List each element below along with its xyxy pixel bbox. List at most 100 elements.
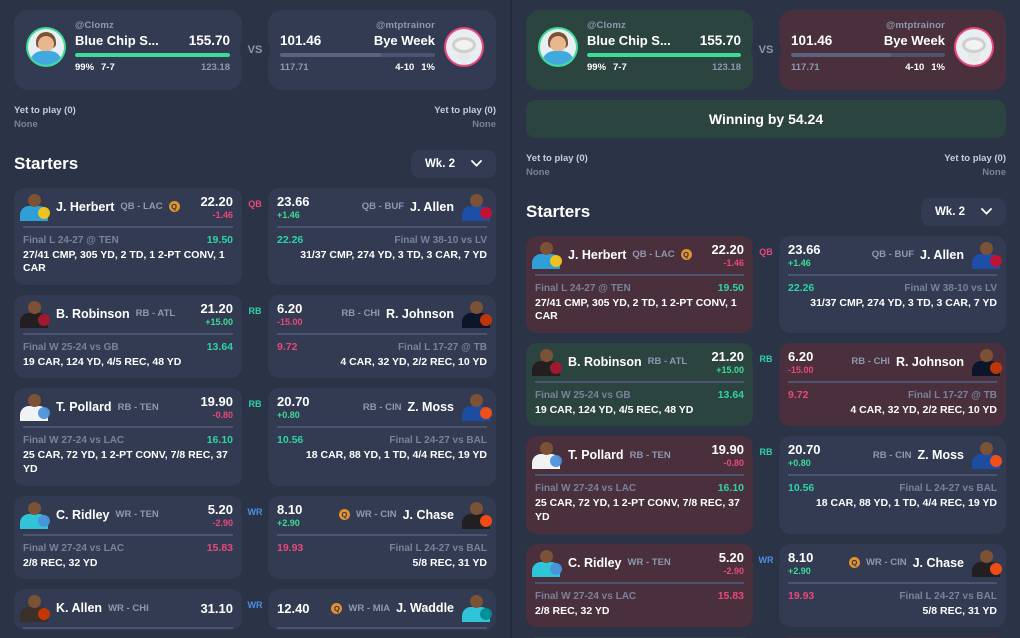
team-card-row: @mtptrainor Bye Week 101.46 1% 4-10 117.71 — [791, 20, 994, 73]
player-name: J. Waddle — [396, 601, 454, 616]
player-score: 5.20 — [207, 501, 233, 517]
player-card[interactable]: J. Chase WR - CIN Q 8.10 +2.90 Final L 24-27 … — [779, 543, 1006, 628]
player-details: Final W 38-10 vs LV 22.26 31/37 CMP, 274 Y… — [779, 276, 1006, 319]
player-stat-line: 27/41 CMP, 305 YD, 2 TD, 1 2-PT CONV, 1 … — [23, 248, 225, 275]
position-badge-QB: QB — [752, 237, 780, 266]
starters-header: Starters Wk. 2 — [526, 197, 1006, 226]
player-card[interactable]: T. Pollard RB - TEN 19.90 -0.80 Final W 27-2… — [14, 388, 242, 486]
player-name: J. Allen — [410, 199, 454, 214]
player-headshot — [531, 241, 562, 269]
win-probability: 1% — [931, 62, 945, 73]
player-game-result: Final W 25-24 vs GB — [23, 341, 119, 353]
player-header: J. Allen QB - BUF 23.66 +1.46 — [268, 188, 496, 226]
player-name: C. Ridley — [568, 555, 622, 570]
player-delta: +15.00 — [716, 364, 744, 375]
position-badge-RB: RB — [241, 390, 269, 419]
player-name-wrap: J. Chase WR - CIN Q — [309, 508, 454, 522]
player-card[interactable]: J. Herbert QB - LAC Q 22.20 -1.46 Final L 24-… — [14, 187, 242, 285]
player-card[interactable]: K. Allen WR - CHI 31.10 — [14, 589, 242, 631]
player-head — [540, 442, 553, 456]
team-projected: 123.18 — [200, 62, 230, 73]
team-handle: @Clomz — [587, 20, 626, 31]
player-name-wrap: J. Allen QB - BUF — [828, 248, 964, 262]
starters-header: Starters Wk. 2 — [14, 149, 496, 178]
team-card-home[interactable]: @Clomz Blue Chip S... 155.70 99% 7-7 123.18 — [14, 10, 242, 90]
player-header: J. Herbert QB - LAC Q 22.20 -1.46 — [14, 188, 242, 226]
player-head — [470, 300, 483, 314]
player-card[interactable]: J. Allen QB - BUF 23.66 +1.46 Final W 38-10 … — [779, 235, 1006, 333]
player-card[interactable]: C. Ridley WR - TEN 5.20 -2.90 Final W 27-24 … — [14, 495, 242, 580]
player-head — [28, 501, 41, 515]
player-projection: 19.93 — [788, 589, 815, 602]
team-card-home[interactable]: @Clomz Blue Chip S... 155.70 99% 7-7 123.18 — [526, 10, 753, 90]
player-projection: 15.83 — [717, 589, 744, 602]
player-game-result: Final W 27-24 vs LAC — [23, 435, 125, 447]
player-game-result: Final L 24-27 @ TEN — [535, 282, 631, 294]
chevron-down-icon — [471, 160, 482, 167]
week-selector[interactable]: Wk. 2 — [920, 197, 1006, 226]
player-name-wrap: R. Johnson RB - CHI — [310, 307, 454, 321]
player-name: C. Ridley — [56, 507, 110, 522]
player-projection: 9.72 — [277, 340, 298, 353]
player-row-inner: J. Herbert QB - LAC Q 22.20 -1.46 Final L 24-… — [526, 235, 1006, 333]
score-bar-fill — [791, 53, 892, 57]
player-position-team: QB - BUF — [871, 249, 914, 261]
win-probability: 99% — [75, 62, 95, 73]
player-score: 21.20 — [711, 348, 744, 364]
player-card[interactable]: Z. Moss RB - CIN 20.70 +0.80 Final L 24-27 v… — [268, 388, 496, 486]
player-divider — [788, 581, 997, 584]
player-card[interactable]: C. Ridley WR - TEN 5.20 -2.90 Final W 27-24 … — [526, 543, 753, 628]
team-score: 101.46 — [280, 33, 322, 48]
team-score: 101.46 — [791, 33, 833, 48]
player-divider — [277, 225, 487, 228]
player-card[interactable]: J. Chase WR - CIN Q 8.10 +2.90 Final L 24-27 … — [268, 495, 496, 580]
yet-to-play-title: Yet to play (0) — [434, 105, 496, 116]
team-card-footer: 99% 7-7 123.18 — [587, 62, 741, 73]
score-bar — [280, 53, 435, 57]
player-header: J. Chase WR - CIN Q 8.10 +2.90 — [779, 544, 1006, 582]
player-headshot — [461, 393, 492, 422]
player-head — [980, 241, 993, 255]
player-headshot — [461, 501, 492, 529]
player-name-wrap: J. Herbert QB - LAC Q — [568, 248, 704, 262]
page-title: Starters — [526, 201, 591, 221]
player-projection: 19.93 — [277, 541, 304, 554]
player-divider — [23, 225, 233, 228]
player-card[interactable]: J. Allen QB - BUF 23.66 +1.46 Final W 38-10 … — [268, 187, 496, 285]
player-position-team: RB - CHI — [341, 308, 380, 320]
player-card[interactable]: R. Johnson RB - CHI 6.20 -15.00 Final L 17-2… — [268, 294, 496, 379]
player-row: T. Pollard RB - TEN 19.90 -0.80 Final W 27-2… — [14, 388, 496, 486]
player-details: Final L 17-27 @ TB 9.72 4 CAR, 32 YD, 2/2 … — [779, 383, 1006, 426]
player-card[interactable]: J. Waddle WR - MIA Q 12.40 — [268, 589, 496, 631]
player-card[interactable]: B. Robinson RB - ATL 21.20 +15.00 Final W 25… — [526, 342, 753, 427]
team-record: 7-7 — [613, 62, 627, 73]
team-card-text: @mtptrainor Bye Week 101.46 1% 4-10 117.71 — [791, 20, 945, 73]
team-logo-icon — [990, 455, 1002, 468]
player-name-wrap: T. Pollard RB - TEN — [568, 448, 704, 462]
player-score: 19.90 — [200, 394, 233, 410]
avatar-face — [38, 35, 54, 52]
winning-banner: Winning by 54.24 — [526, 100, 1006, 138]
player-head — [980, 348, 993, 362]
player-projection: 16.10 — [206, 434, 233, 447]
status-questionable-icon: Q — [168, 201, 180, 213]
week-selector[interactable]: Wk. 2 — [410, 149, 496, 178]
player-card[interactable]: T. Pollard RB - TEN 19.90 -0.80 Final W 27-2… — [526, 436, 753, 534]
team-card-away[interactable]: @mtptrainor Bye Week 101.46 1% 4-10 117.71 — [268, 10, 496, 90]
page-title: Starters — [14, 153, 79, 173]
team-name: Blue Chip S... — [75, 33, 159, 48]
player-delta: +0.80 — [277, 410, 300, 421]
player-position-team: WR - TEN — [627, 557, 671, 569]
player-name-wrap: J. Waddle WR - MIA Q — [317, 601, 454, 615]
player-game-result: Final W 27-24 vs LAC — [23, 542, 125, 554]
player-card[interactable]: Z. Moss RB - CIN 20.70 +0.80 Final L 24-27 v… — [779, 436, 1006, 534]
player-game-result: Final W 38-10 vs LV — [394, 234, 487, 246]
player-card[interactable]: R. Johnson RB - CHI 6.20 -15.00 Final L 17-2… — [779, 342, 1006, 427]
player-name-wrap: Z. Moss RB - CIN — [317, 400, 454, 414]
player-name: Z. Moss — [917, 448, 964, 463]
player-card[interactable]: J. Herbert QB - LAC Q 22.20 -1.46 Final L 24-… — [526, 235, 753, 333]
team-logo-icon — [480, 608, 492, 621]
player-projection: 22.26 — [277, 233, 304, 246]
player-card[interactable]: B. Robinson RB - ATL 21.20 +15.00 Final W 25… — [14, 294, 242, 379]
team-card-away[interactable]: @mtptrainor Bye Week 101.46 1% 4-10 117.71 — [779, 10, 1006, 90]
